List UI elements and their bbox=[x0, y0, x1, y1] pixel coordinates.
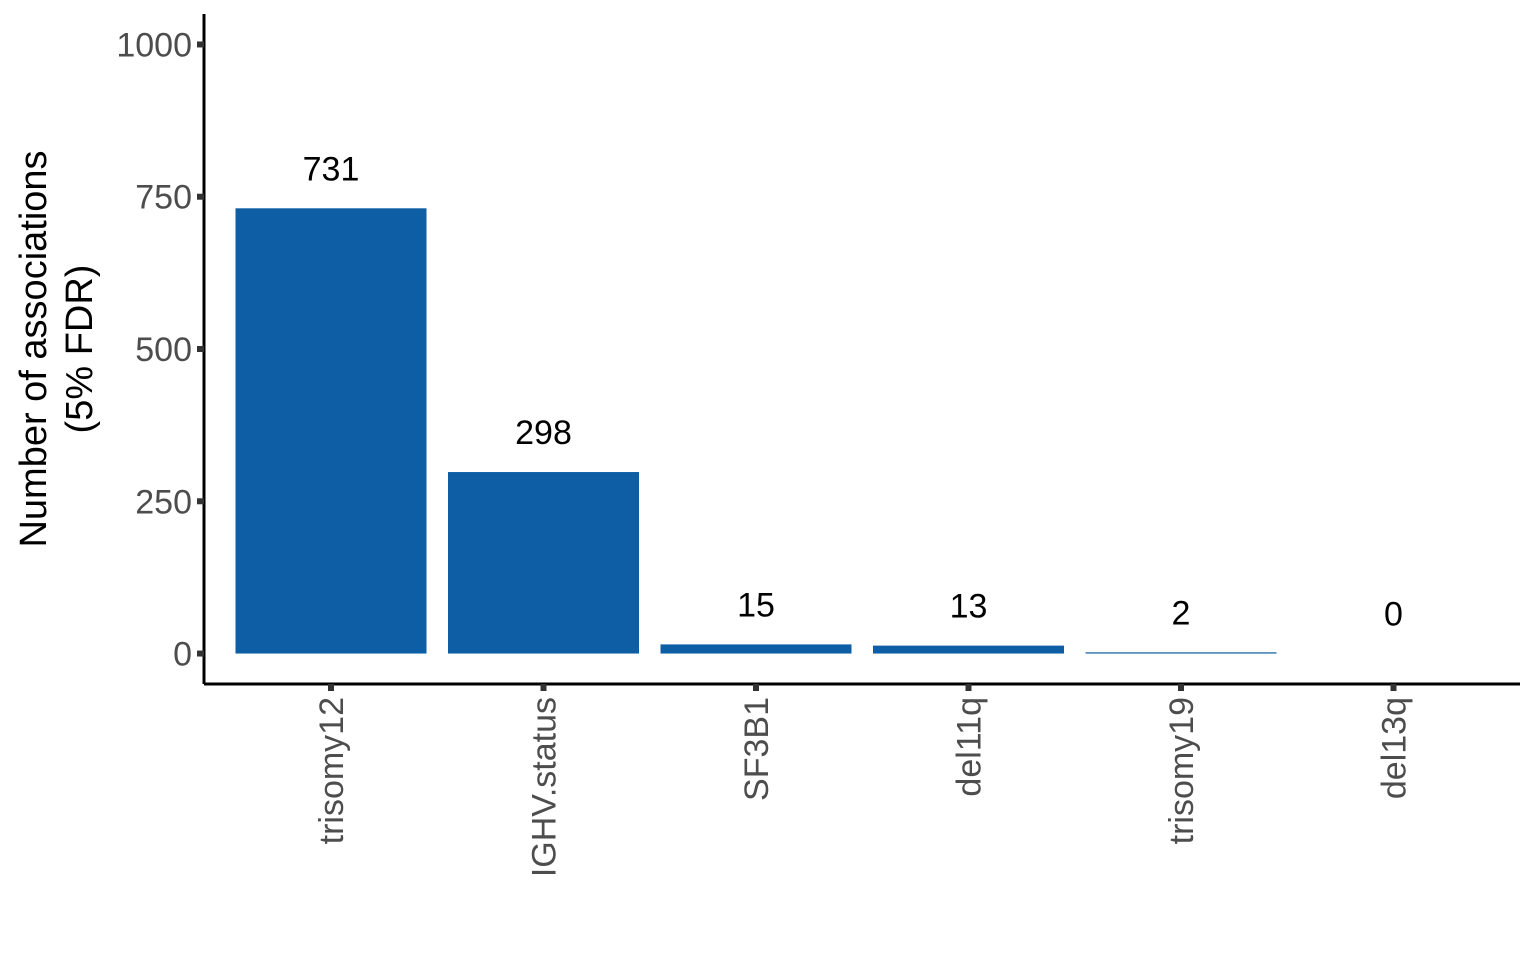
bar-trisomy12 bbox=[235, 208, 427, 654]
y-axis-title-line-1: Number of associations bbox=[13, 150, 55, 547]
y-tick-label-500: 500 bbox=[135, 331, 192, 369]
data-label-del13q: 0 bbox=[1384, 596, 1403, 634]
x-tick-label-trisomy12: trisomy12 bbox=[313, 697, 351, 844]
bars-group bbox=[235, 208, 1277, 654]
x-tick-label-sf3b1: SF3B1 bbox=[738, 697, 776, 801]
x-tick-label-ighv-status: IGHV.status bbox=[526, 697, 564, 877]
x-axis: trisomy12 IGHV.status SF3B1 del11q trisomy19… bbox=[204, 682, 1520, 877]
bar-ighv-status bbox=[448, 472, 639, 654]
y-tick-label-0: 0 bbox=[173, 636, 192, 674]
x-tick-label-del13q: del13q bbox=[1376, 697, 1414, 799]
data-label-trisomy19: 2 bbox=[1172, 594, 1191, 632]
bar-trisomy19 bbox=[1085, 652, 1277, 654]
data-label-del11q: 13 bbox=[950, 588, 988, 626]
y-tick-label-250: 250 bbox=[135, 483, 192, 521]
x-tick-label-del11q: del11q bbox=[951, 697, 989, 797]
data-label-trisomy12: 731 bbox=[303, 150, 360, 188]
x-tick-label-trisomy19: trisomy19 bbox=[1163, 697, 1201, 844]
data-labels-group: 731 298 15 13 2 0 bbox=[303, 150, 1403, 633]
y-axis-title: Number of associations (5% FDR) bbox=[13, 150, 101, 547]
y-axis: 0 250 500 750 1000 bbox=[116, 14, 206, 684]
y-tick-label-1000: 1000 bbox=[116, 26, 192, 64]
data-label-sf3b1: 15 bbox=[737, 586, 775, 624]
y-axis-title-line-2: (5% FDR) bbox=[59, 265, 101, 434]
y-tick-label-750: 750 bbox=[135, 179, 192, 217]
bar-sf3b1 bbox=[660, 644, 852, 654]
data-label-ighv-status: 298 bbox=[515, 414, 572, 452]
bar-del11q bbox=[873, 645, 1064, 654]
